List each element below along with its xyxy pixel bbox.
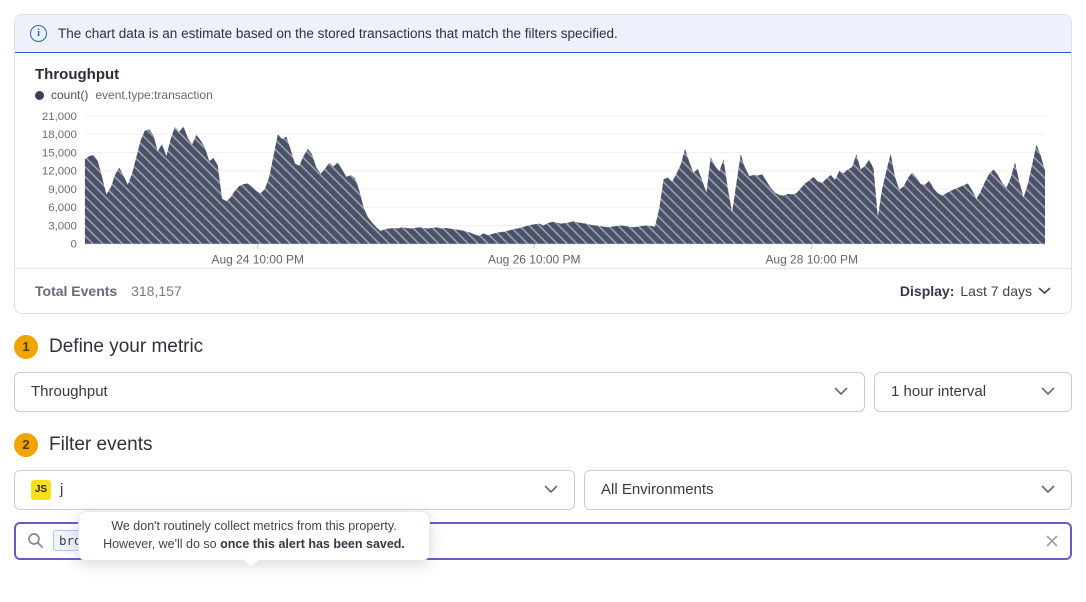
step-1-title: Define your metric <box>49 335 204 357</box>
interval-select[interactable]: 1 hour interval <box>874 371 1072 412</box>
svg-text:Aug 28 10:00 PM: Aug 28 10:00 PM <box>765 253 858 267</box>
project-select-value: j <box>60 481 64 499</box>
filter-row: JS j All Environments <box>14 469 1072 510</box>
interval-select-value: 1 hour interval <box>891 383 987 401</box>
search-icon <box>27 532 44 549</box>
throughput-area-chart: 0 3,000 6,000 9,000 12,000 15,000 18,000 21,000… <box>42 111 1046 267</box>
display-value: Last 7 days <box>960 282 1032 299</box>
tooltip-line2-bold: once this alert has been saved. <box>220 536 405 551</box>
chevron-down-icon <box>834 387 848 396</box>
tooltip-line1: We don't routinely collect metrics from … <box>111 519 397 533</box>
throughput-chart-card: i The chart data is an estimate based on… <box>14 14 1072 314</box>
total-events-label: Total Events <box>35 282 118 299</box>
step-1-badge: 1 <box>14 334 38 359</box>
clear-search-icon[interactable] <box>1045 534 1059 548</box>
svg-text:15,000: 15,000 <box>42 147 77 159</box>
total-events-value: 318,157 <box>131 282 182 299</box>
chevron-down-icon <box>544 485 558 494</box>
chart-title: Throughput <box>35 66 120 83</box>
metric-select[interactable]: Throughput <box>14 371 865 412</box>
display-dropdown[interactable]: Display: Last 7 days <box>900 283 1051 299</box>
project-select[interactable]: JS j <box>14 469 575 510</box>
svg-text:12,000: 12,000 <box>42 166 77 178</box>
display-label: Display: <box>899 282 955 299</box>
chevron-down-icon <box>1041 387 1055 396</box>
chevron-down-icon <box>1038 287 1051 295</box>
chart-body: Throughput count() event.type:transactio… <box>15 53 1071 268</box>
svg-text:Aug 24 10:00 PM: Aug 24 10:00 PM <box>211 253 304 267</box>
svg-text:6,000: 6,000 <box>48 202 77 214</box>
metric-select-value: Throughput <box>31 383 108 401</box>
legend-series-name: count() <box>51 88 89 102</box>
svg-text:0: 0 <box>71 239 77 251</box>
info-banner: i The chart data is an estimate based on… <box>15 15 1071 53</box>
environment-select-value: All Environments <box>601 481 714 499</box>
javascript-platform-icon: JS <box>31 479 51 500</box>
svg-text:3,000: 3,000 <box>48 220 77 232</box>
svg-text:Aug 26 10:00 PM: Aug 26 10:00 PM <box>488 253 581 267</box>
step-2-title: Filter events <box>49 433 153 455</box>
chart-footer: Total Events 318,157 Display: Last 7 day… <box>15 267 1071 313</box>
metric-collection-tooltip: We don't routinely collect metrics from … <box>78 511 430 561</box>
environment-select[interactable]: All Environments <box>584 469 1072 510</box>
metric-row: Throughput 1 hour interval <box>14 371 1072 412</box>
tooltip-line2: However, we'll do so <box>103 536 221 551</box>
step-2-heading: 2 Filter events <box>14 432 1072 457</box>
svg-text:9,000: 9,000 <box>48 184 77 196</box>
svg-text:18,000: 18,000 <box>42 129 77 141</box>
step-2-badge: 2 <box>14 432 38 457</box>
chart-legend: count() event.type:transaction <box>35 88 1051 102</box>
info-banner-text: The chart data is an estimate based on t… <box>58 26 618 41</box>
total-events: Total Events 318,157 <box>35 283 182 299</box>
legend-dot-icon <box>35 90 44 100</box>
svg-text:21,000: 21,000 <box>42 111 77 123</box>
info-icon: i <box>30 25 47 42</box>
step-1-heading: 1 Define your metric <box>14 334 1072 359</box>
legend-query: event.type:transaction <box>95 88 213 102</box>
chevron-down-icon <box>1041 485 1055 494</box>
